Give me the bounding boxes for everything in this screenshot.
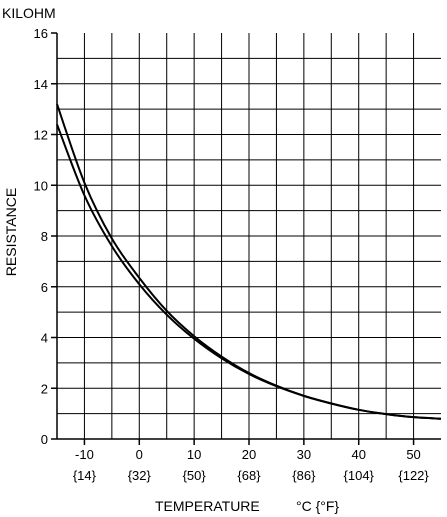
series-line-2 [56, 123, 442, 420]
y-tick-label: 16 [34, 26, 48, 41]
x-tick-label-fahrenheit: {50} [183, 468, 207, 483]
x-tick-label-fahrenheit: {32} [128, 468, 152, 483]
x-tick-label-fahrenheit: {68} [237, 468, 261, 483]
y-tick-label: 14 [34, 77, 48, 92]
x-tick-label-celsius: 10 [187, 447, 201, 462]
x-tick-label-celsius: 50 [406, 447, 420, 462]
y-tick-label: 10 [34, 178, 48, 193]
x-axis-title: TEMPERATURE [155, 498, 260, 514]
tick-labels: 0 2 4 6 8 10 12 14 16 -10 {14} 0 {32} 10 {50} 20 {68} 30 {… [34, 26, 430, 483]
y-tick-label: 2 [41, 381, 48, 396]
y-tick-label: 6 [41, 280, 48, 295]
x-tick-label-celsius: -10 [75, 447, 94, 462]
y-tick-label: 8 [41, 229, 48, 244]
x-axis-unit: °C {°F} [296, 498, 339, 514]
y-tick-label: 4 [41, 331, 48, 346]
y-tick-label: 12 [34, 128, 48, 143]
x-tick-label-fahrenheit: {14} [73, 468, 97, 483]
y-axis-title: RESISTANCE [3, 188, 19, 276]
series-group [56, 103, 442, 420]
y-tick-label: 0 [41, 432, 48, 447]
y-unit-label: KILOHM [2, 5, 56, 21]
grid [57, 33, 441, 439]
x-tick-label-celsius: 20 [242, 447, 256, 462]
x-tick-label-celsius: 30 [297, 447, 311, 462]
x-tick-label-celsius: 0 [136, 447, 143, 462]
x-tick-label-celsius: 40 [351, 447, 365, 462]
x-tick-label-fahrenheit: {122} [398, 468, 429, 483]
axes [51, 32, 441, 445]
x-tick-label-fahrenheit: {86} [292, 468, 316, 483]
x-tick-label-fahrenheit: {104} [344, 468, 375, 483]
